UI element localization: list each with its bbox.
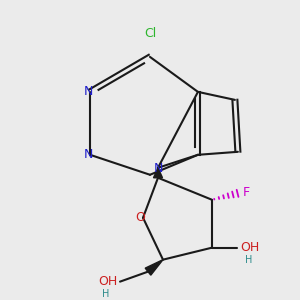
Text: N: N — [153, 162, 163, 175]
Text: Cl: Cl — [144, 28, 156, 40]
Text: OH: OH — [98, 275, 117, 288]
Text: N: N — [83, 148, 93, 161]
Text: H: H — [245, 255, 252, 265]
Text: O: O — [135, 211, 145, 224]
Text: OH: OH — [240, 241, 259, 254]
Polygon shape — [154, 168, 163, 178]
Polygon shape — [145, 260, 163, 275]
Text: F: F — [243, 186, 250, 199]
Text: N: N — [83, 85, 93, 98]
Text: H: H — [102, 289, 110, 298]
